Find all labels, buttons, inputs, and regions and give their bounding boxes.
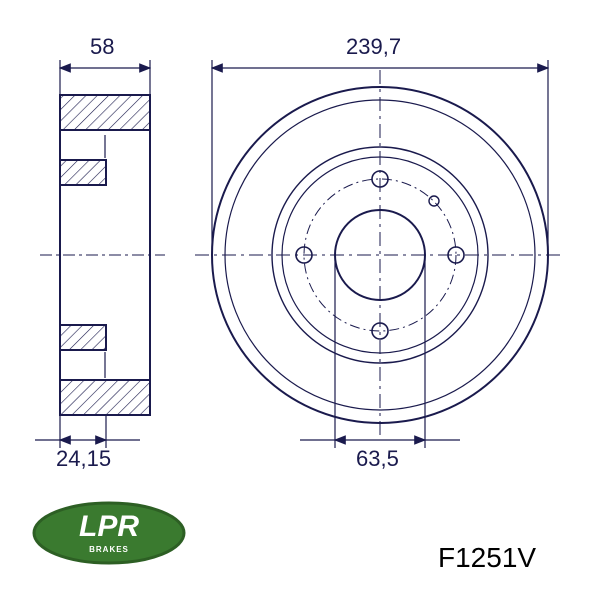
brand-name-text: LPR — [79, 510, 139, 543]
dim-width-inner — [35, 415, 140, 448]
label-width-overall: 58 — [90, 34, 114, 60]
face-view — [195, 70, 565, 440]
brand-logo: LPR BRAKES — [32, 500, 187, 571]
brand-subtitle-text: BRAKES — [89, 545, 129, 554]
dim-width-overall — [60, 60, 150, 95]
part-number: F1251V — [438, 542, 536, 574]
technical-drawing: 58 24,15 239,7 63,5 LPR BRAKES F1251V — [0, 0, 600, 600]
label-diameter-outer: 239,7 — [346, 34, 401, 60]
label-diameter-bore: 63,5 — [356, 446, 399, 472]
side-view — [40, 95, 165, 415]
label-width-inner: 24,15 — [56, 446, 111, 472]
